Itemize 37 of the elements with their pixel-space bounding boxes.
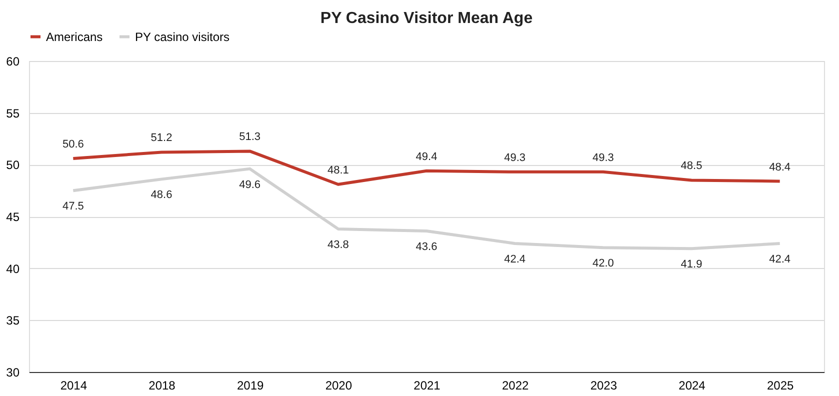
data-label: 41.9: [680, 258, 702, 271]
data-label: 42.4: [504, 253, 526, 266]
data-label: 49.3: [592, 152, 614, 164]
data-label: 43.6: [416, 241, 438, 254]
data-label: 42.4: [769, 253, 791, 266]
x-tick-label: 2020: [325, 378, 352, 392]
y-tick-label: 60: [6, 54, 20, 68]
x-tick-label: 2014: [60, 378, 88, 392]
y-tick-label: 55: [6, 106, 20, 120]
data-label: 48.4: [769, 161, 791, 174]
data-label: 49.4: [416, 150, 438, 163]
data-label: 48.6: [150, 189, 172, 202]
y-tick-label: 40: [6, 262, 20, 276]
data-label: 51.3: [239, 131, 261, 144]
y-tick-label: 30: [6, 366, 20, 380]
data-label: 51.2: [150, 132, 172, 144]
data-label: 43.8: [327, 238, 349, 251]
data-label: 50.6: [62, 138, 84, 150]
x-tick-label: 2023: [590, 378, 618, 392]
chart-title: PY Casino Visitor Mean Age: [320, 10, 533, 27]
data-label: 49.3: [504, 152, 526, 164]
x-tick-label: 2022: [502, 378, 530, 392]
y-tick-label: 45: [6, 210, 20, 224]
data-label: 48.5: [680, 160, 702, 172]
x-tick-label: 2025: [766, 378, 794, 392]
y-tick-label: 50: [6, 158, 20, 172]
legend-label: PY casino visitors: [135, 30, 230, 44]
legend-label: Americans: [46, 30, 103, 44]
x-tick-label: 2024: [678, 378, 706, 392]
x-tick-label: 2019: [236, 378, 264, 392]
data-label: 49.6: [239, 178, 261, 191]
x-tick-label: 2018: [148, 378, 176, 392]
data-label: 47.5: [62, 200, 84, 213]
data-label: 48.1: [327, 164, 349, 176]
y-tick-label: 35: [6, 314, 20, 328]
data-label: 42.0: [592, 258, 614, 270]
x-tick-label: 2021: [414, 378, 441, 392]
